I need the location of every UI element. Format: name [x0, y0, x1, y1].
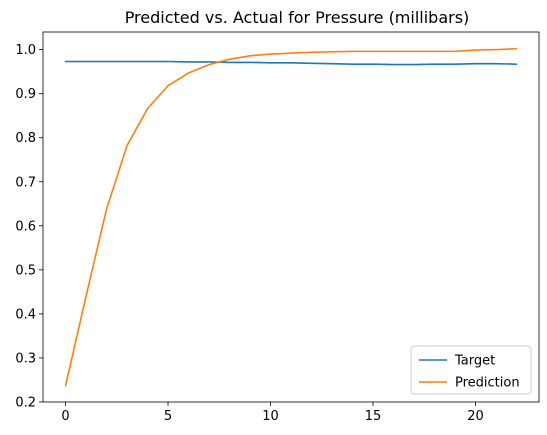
x-tick-label: 15 [365, 409, 382, 424]
legend: Target Prediction [410, 345, 532, 395]
y-tick-label: 0.4 [15, 307, 36, 322]
legend-label-prediction: Prediction [455, 376, 520, 391]
y-tick-label: 1.0 [15, 43, 36, 58]
x-tick-label: 0 [61, 409, 69, 424]
x-axis-ticks: 0 5 10 15 20 [61, 402, 484, 424]
y-tick-label: 0.5 [15, 263, 36, 278]
y-tick-label: 0.3 [15, 351, 36, 366]
y-tick-label: 0.2 [15, 396, 36, 411]
y-tick-label: 0.7 [15, 175, 36, 190]
series-lines [64, 47, 518, 387]
legend-label-target: Target [454, 354, 495, 369]
y-tick-label: 0.9 [15, 87, 36, 102]
y-axis-ticks: 0.2 0.3 0.4 0.5 0.6 0.7 0.8 0.9 1.0 [15, 43, 43, 411]
x-tick-label: 5 [164, 409, 172, 424]
y-tick-label: 0.8 [15, 131, 36, 146]
series-line-target [64, 60, 518, 66]
plot-frame [42, 31, 540, 403]
x-tick-label: 20 [467, 409, 484, 424]
chart-title: Predicted vs. Actual for Pressure (milli… [125, 8, 470, 27]
y-tick-label: 0.6 [15, 219, 36, 234]
series-line-prediction [64, 47, 518, 387]
x-tick-label: 10 [262, 409, 279, 424]
